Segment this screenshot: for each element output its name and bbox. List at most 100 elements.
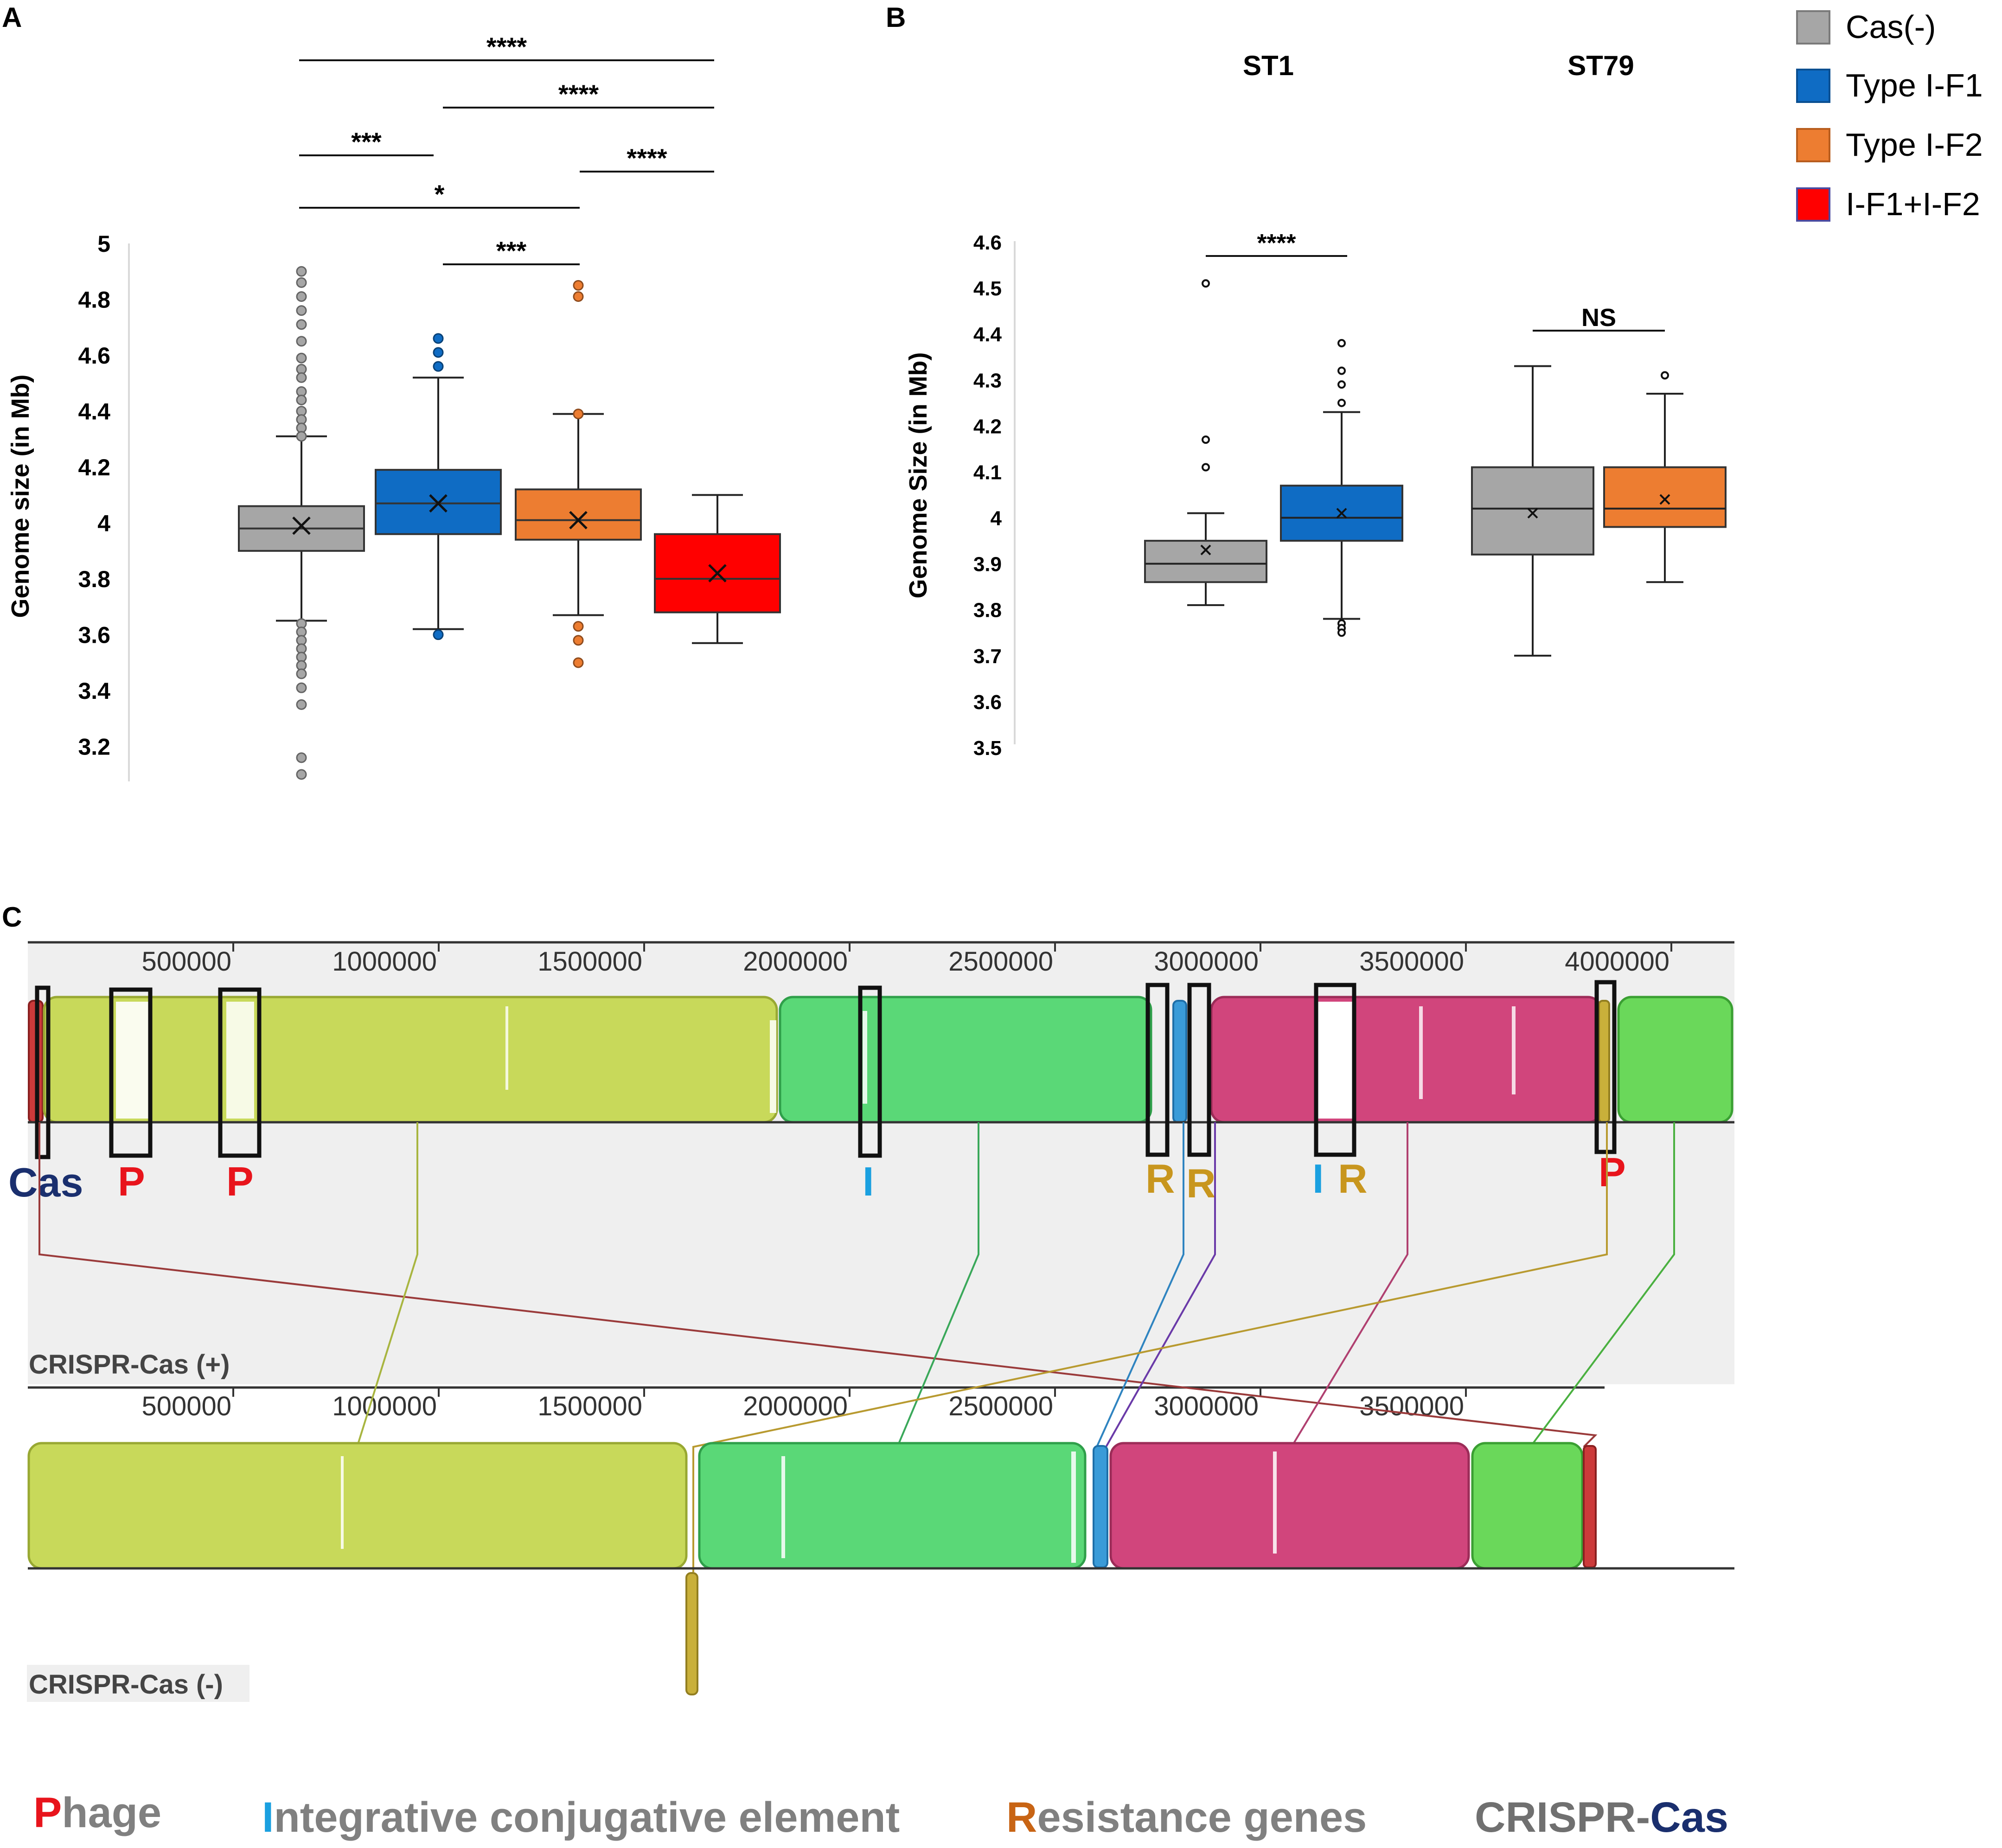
- panel-a-sig-label: ****: [486, 32, 527, 61]
- connector-light-green: [1529, 1122, 1675, 1448]
- marker-phage-3: P: [1599, 1149, 1626, 1195]
- bottom-track-label-bg: [27, 1665, 249, 1702]
- panel-a-y-tick: 3.4: [78, 678, 110, 704]
- top-gap-stripe-4: [1419, 1006, 1423, 1099]
- panel-a-boxplot: 54.84.64.44.243.83.63.43.2 *************…: [6, 32, 781, 781]
- connector-green: [896, 1122, 979, 1447]
- highlight-ice-resistance: [1314, 983, 1356, 1157]
- connector-yellow: [356, 1122, 418, 1447]
- panel-b-outlier: [1202, 435, 1210, 444]
- bottom-lcb-blue: [1093, 1445, 1108, 1568]
- panel-a-sig-label: ***: [351, 127, 382, 156]
- marker-phage-2: P: [226, 1158, 254, 1204]
- panel-b-y-tick: 3.7: [973, 645, 1002, 668]
- panel-a-y-tick: 4.2: [78, 454, 110, 480]
- key-phage-rest: hage: [62, 1789, 161, 1836]
- panel-a-outlier: [296, 699, 307, 710]
- panel-a-outlier: [573, 280, 584, 291]
- top-gap-phage-1: [116, 1002, 148, 1119]
- panel-label-a: A: [2, 2, 22, 33]
- panel-a-outlier: [296, 752, 307, 763]
- panel-a-y-tick: 3.8: [78, 566, 110, 592]
- panel-a-outlier: [296, 319, 307, 330]
- highlight-phage-2: [218, 987, 262, 1158]
- panel-a-sig-label: ****: [627, 143, 667, 173]
- panel-a-outlier: [433, 629, 444, 640]
- panel-b-y-tick: 4.1: [973, 461, 1002, 484]
- marker-ice-1: I: [863, 1158, 874, 1204]
- legend-swatch-cas-neg: [1796, 10, 1830, 45]
- top-track-label: CRISPR-Cas (+): [29, 1349, 230, 1380]
- panel-a-outlier: [573, 635, 584, 646]
- top-ruler-tick-label: 2500000: [948, 946, 1053, 977]
- top-gap-stripe-2: [863, 1011, 867, 1104]
- panel-a-outlier: [296, 266, 307, 277]
- top-marker-labels: Cas P P I R R I R P: [8, 1149, 1626, 1206]
- panel-a-mean-marker: [708, 564, 727, 582]
- panel-b-mean-marker: [1336, 508, 1347, 519]
- top-lcb-pink: [1210, 996, 1602, 1124]
- top-lcb-ochre: [1598, 1000, 1610, 1123]
- connector-red: [38, 1122, 1598, 1448]
- panel-a-y-label: Genome size (in Mb): [6, 374, 34, 618]
- panel-a-sig-label: ***: [496, 236, 527, 265]
- top-ruler-tick-label: 500000: [141, 946, 231, 977]
- panel-b-y-tick: 4.5: [973, 277, 1002, 300]
- panel-b-y-label: Genome Size (in Mb): [904, 352, 932, 598]
- key-resistance-initial: R: [1006, 1794, 1037, 1841]
- top-highlight-boxes: [35, 980, 1617, 1159]
- top-lcb-blocks: [28, 996, 1733, 1124]
- highlight-phage-1: [109, 987, 153, 1158]
- marker-resistance-1: R: [1145, 1156, 1175, 1202]
- panel-b-boxes: [1144, 279, 1727, 657]
- bottom-lcb-ochre-inverted: [685, 1572, 698, 1695]
- top-gap-stripe-3: [505, 1006, 508, 1090]
- panel-label-c: C: [2, 902, 22, 933]
- bottom-ruler-tick-label: 2000000: [743, 1391, 848, 1421]
- panel-b-mean-marker: [1527, 508, 1538, 519]
- panel-b-sig-label: ****: [1257, 229, 1296, 257]
- highlight-resistance-2: [1187, 983, 1211, 1157]
- bottom-lcb-pink: [1109, 1442, 1470, 1570]
- panel-b-box: [1471, 466, 1594, 556]
- bottom-lcb-light-green: [1471, 1442, 1584, 1570]
- panel-a-y-tick: 3.6: [78, 622, 110, 648]
- panel-b-outlier: [1337, 366, 1346, 375]
- marker-cas: Cas: [8, 1159, 83, 1205]
- panel-a-mean-marker: [569, 511, 588, 530]
- panel-b-title-st79: ST79: [1567, 50, 1634, 81]
- panel-a-outlier: [296, 305, 307, 316]
- bottom-lcb-green: [698, 1442, 1087, 1570]
- bottom-ruler-tick-label: 1500000: [537, 1391, 642, 1421]
- panel-a-outlier: [296, 372, 307, 383]
- key-resistance: Resistance genes: [1006, 1794, 1367, 1841]
- panel-a-mean-marker: [292, 516, 311, 535]
- panel-a-sig-label: ****: [558, 79, 599, 109]
- panel-a-outlier: [573, 657, 584, 668]
- panel-a-outlier: [296, 668, 307, 679]
- panel-a-outlier: [433, 333, 444, 344]
- legend-label-cas-neg: Cas(-): [1846, 9, 1936, 45]
- key-ice-initial: I: [262, 1794, 274, 1841]
- panel-b-outlier: [1337, 628, 1346, 637]
- bottom-gap-stripe-1: [341, 1456, 344, 1549]
- panel-a-outlier: [433, 361, 444, 372]
- panel-a-outlier: [296, 352, 307, 364]
- legend-swatch-type-if1: [1796, 69, 1830, 103]
- panel-a-outlier: [296, 394, 307, 405]
- top-ruler-tick-label: 1000000: [332, 946, 437, 977]
- panel-b-y-tick: 3.6: [973, 691, 1002, 714]
- bottom-ruler-tick-label: 2500000: [948, 1391, 1053, 1421]
- key-resistance-rest: esistance genes: [1037, 1794, 1367, 1841]
- panel-b-box: [1144, 540, 1267, 583]
- panel-a-y-ticks: 5 4.8 4.6 4.4 4.2 4 3.8 3.6 3.4 3.2: [78, 231, 110, 760]
- marker-ice-2: I: [1312, 1156, 1324, 1202]
- key-crispr-cas: CRISPR-Cas: [1475, 1794, 1728, 1841]
- key-cas-rest: Cas: [1650, 1794, 1728, 1841]
- bottom-gap-stripe-4: [1273, 1452, 1277, 1554]
- legend-label-type-if1: Type I-F1: [1846, 67, 1983, 103]
- panel-label-b: B: [886, 2, 906, 33]
- marker-resistance-3: R: [1338, 1156, 1368, 1202]
- top-ruler-tick-label: 3000000: [1154, 946, 1259, 977]
- panel-b-y-tick: 3.8: [973, 599, 1002, 622]
